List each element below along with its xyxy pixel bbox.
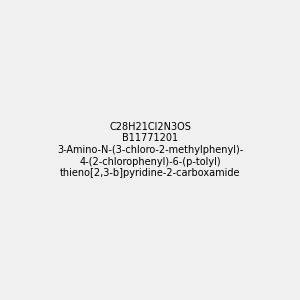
Text: C28H21Cl2N3OS
B11771201
3-Amino-N-(3-chloro-2-methylphenyl)-
4-(2-chlorophenyl)-: C28H21Cl2N3OS B11771201 3-Amino-N-(3-chl… — [57, 122, 243, 178]
